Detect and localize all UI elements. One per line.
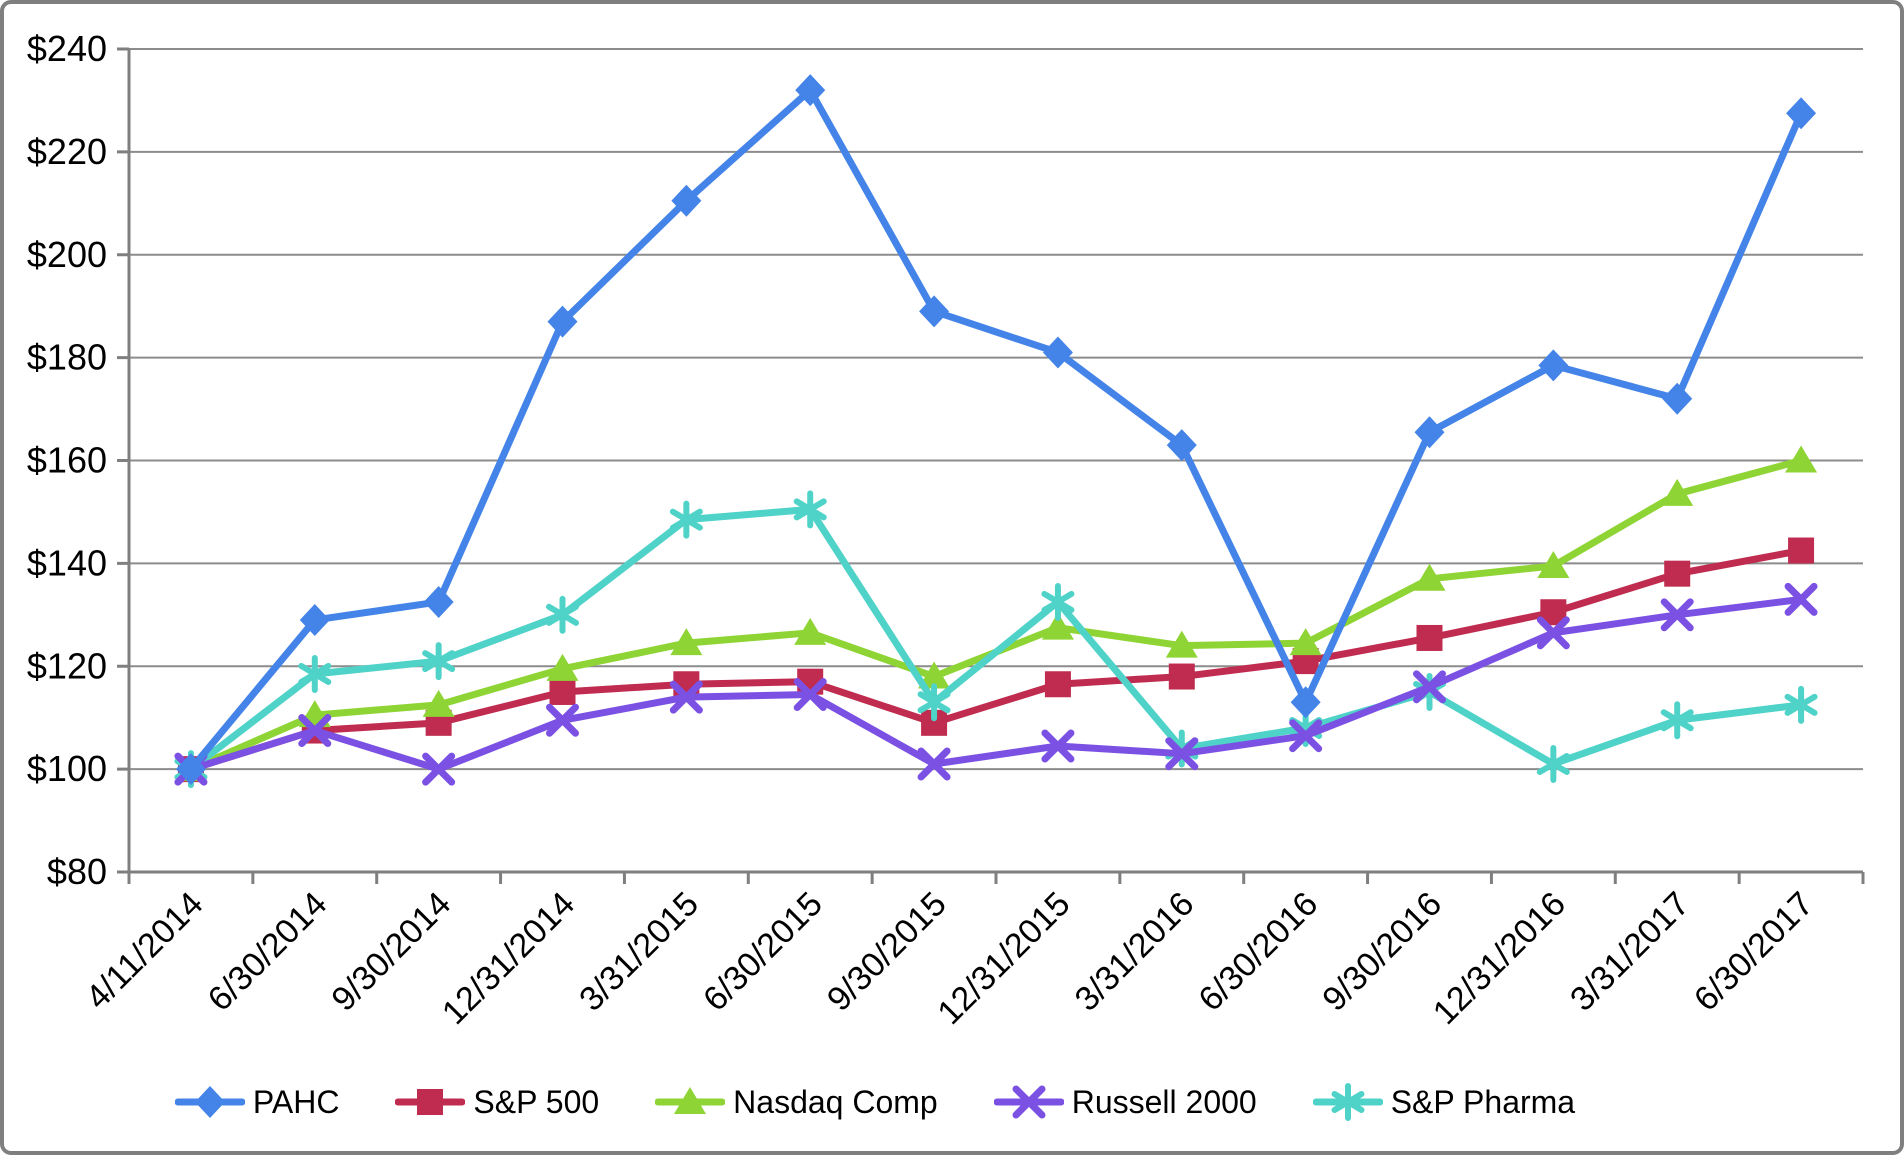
asterisk-marker-icon: [1041, 582, 1075, 621]
square-marker-icon: [1416, 624, 1443, 651]
y-axis-label: $160: [27, 440, 107, 481]
y-axis-label: $240: [27, 28, 107, 69]
diamond-marker-icon: [795, 74, 826, 107]
triangle-marker-icon: [1785, 445, 1818, 473]
diamond-marker-icon: [1166, 429, 1197, 462]
x-marker-icon: [1536, 616, 1570, 650]
triangle-marker-icon: [918, 661, 951, 689]
legend-item-nasdaq-comp: Nasdaq Comp: [655, 1082, 938, 1122]
diamond-marker-icon: [175, 753, 206, 786]
diamond-marker-icon: [671, 184, 702, 217]
legend-item-pahc: PAHC: [174, 1082, 340, 1122]
y-axis-label: $120: [27, 645, 107, 686]
legend-item-russell-2000: Russell 2000: [993, 1082, 1257, 1122]
x-marker-icon: [1041, 729, 1075, 763]
square-marker-icon: [549, 678, 576, 705]
series-line-pahc: [187, 86, 1805, 773]
legend-label-nasdaq-comp: Nasdaq Comp: [733, 1083, 938, 1120]
diamond-marker-icon: [547, 305, 578, 338]
y-axis-label: $180: [27, 337, 107, 378]
square-marker-icon: [1044, 671, 1071, 698]
triangle-marker-icon: [1289, 628, 1322, 656]
legend-label-pahc: PAHC: [252, 1083, 340, 1120]
asterisk-marker-icon: [1536, 744, 1570, 783]
y-axis-label: $80: [47, 851, 107, 892]
x-marker-icon: [1012, 1085, 1046, 1119]
square-marker-icon: [1664, 560, 1691, 587]
legend-label-s-p-pharma: S&P Pharma: [1390, 1083, 1576, 1120]
x-marker-icon: [1165, 737, 1199, 771]
x-marker-icon: [1660, 598, 1694, 632]
series-russell-2000: [174, 582, 1818, 786]
asterisk-marker-icon: [1784, 685, 1818, 724]
triangle-marker-icon: [1041, 612, 1074, 640]
series-line-s-p-pharma: [187, 505, 1805, 773]
asterisk-marker-icon: [669, 500, 703, 539]
legend-swatch-s-p-500: [395, 1089, 466, 1115]
diamond-marker-icon: [194, 1086, 225, 1118]
triangle-marker-icon: [1413, 563, 1446, 591]
triangle-marker-icon: [794, 617, 827, 645]
chart-legend: PAHC S&P 500 Nasdaq Comp Russell 2000 S&P Ph…: [0, 1078, 1827, 1126]
diamond-marker-icon: [299, 603, 330, 636]
triangle-marker-icon: [546, 653, 579, 681]
y-axis-label: $220: [27, 131, 107, 172]
series-line-s-p-500: [187, 547, 1805, 773]
x-marker-icon: [793, 678, 827, 712]
asterisk-marker-icon: [917, 683, 951, 722]
diamond-marker-icon: [1786, 97, 1817, 130]
asterisk-marker-icon: [1331, 1083, 1365, 1121]
triangle-marker-icon: [1165, 630, 1198, 658]
y-axis-label: $100: [27, 748, 107, 789]
y-axis-label: $140: [27, 542, 107, 583]
asterisk-marker-icon: [546, 595, 579, 634]
series-line-russell-2000: [187, 595, 1805, 773]
triangle-marker-icon: [1537, 550, 1570, 578]
x-marker-icon: [1784, 582, 1818, 616]
diamond-marker-icon: [423, 585, 454, 618]
x-marker-icon: [546, 703, 579, 737]
asterisk-marker-icon: [793, 490, 827, 529]
diamond-marker-icon: [1414, 416, 1445, 449]
square-marker-icon: [417, 1089, 444, 1115]
legend-label-s-p-500: S&P 500: [473, 1083, 600, 1120]
triangle-marker-icon: [422, 689, 455, 717]
diamond-marker-icon: [1042, 336, 1073, 369]
asterisk-marker-icon: [298, 654, 332, 693]
x-marker-icon: [917, 747, 951, 781]
asterisk-marker-icon: [422, 642, 456, 681]
legend-item-s-p-500: S&P 500: [395, 1082, 599, 1122]
x-marker-icon: [422, 752, 456, 786]
diamond-marker-icon: [1290, 686, 1321, 719]
triangle-marker-icon: [670, 628, 703, 656]
legend-label-russell-2000: Russell 2000: [1071, 1083, 1257, 1120]
x-marker-icon: [1289, 719, 1323, 753]
asterisk-marker-icon: [1660, 701, 1694, 740]
x-marker-icon: [298, 714, 332, 748]
legend-item-s-p-pharma: S&P Pharma: [1312, 1082, 1576, 1122]
square-marker-icon: [1168, 663, 1195, 690]
x-marker-icon: [1413, 670, 1446, 704]
diamond-marker-icon: [919, 295, 950, 328]
diamond-marker-icon: [1538, 349, 1569, 382]
series-pahc: [175, 74, 1817, 786]
legend-swatch-russell-2000: [993, 1085, 1064, 1119]
legend-swatch-pahc: [174, 1086, 245, 1118]
y-axis-label: $200: [27, 234, 107, 275]
triangle-marker-icon: [1661, 478, 1694, 506]
square-marker-icon: [1788, 537, 1815, 564]
x-marker-icon: [669, 680, 703, 714]
triangle-marker-icon: [674, 1087, 707, 1114]
legend-swatch-nasdaq-comp: [655, 1087, 726, 1114]
legend-swatch-s-p-pharma: [1312, 1083, 1383, 1121]
diamond-marker-icon: [1662, 382, 1693, 415]
